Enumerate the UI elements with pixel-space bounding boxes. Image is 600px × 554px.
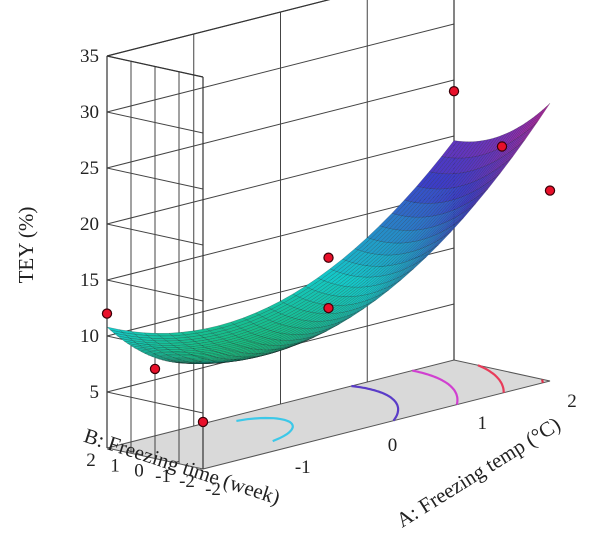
z-tick-label: 35 [80,46,99,67]
y-tick-label: -1 [155,466,171,487]
z-tick-label: 10 [80,326,99,347]
design-point [544,185,556,196]
z-tick-label: 20 [80,214,99,235]
x-tick-label: -2 [205,479,221,500]
y-tick-label: -2 [179,471,195,492]
surface-cell [488,133,507,154]
y-tick-label: 0 [134,461,144,482]
x-tick-label: 0 [388,435,398,456]
surface-cell [441,140,458,158]
design-point [197,416,209,428]
contour-line [236,416,294,443]
contour-line [541,379,544,383]
surface-cell [458,141,476,159]
x-tick-label: 1 [478,413,488,434]
y-tick-label: 2 [86,450,96,471]
top-back-edge [106,0,331,57]
z-tick-label: 15 [80,270,99,291]
surface-cell [533,103,551,125]
z-tick-label: 25 [80,158,99,179]
surface-cell [513,120,530,141]
design-point [323,252,334,263]
z-axis-title: TEY (%) [14,207,38,284]
design-point [323,302,334,314]
floor-contours [236,364,544,443]
x-tick-label: -1 [295,457,311,478]
contour-line [477,364,505,393]
top-left-edge [106,55,204,78]
design-point [101,308,113,319]
response-surface [106,103,551,364]
x-tick-label: 2 [567,391,577,412]
axis-lines [106,0,455,469]
contour-line [411,369,459,405]
z-tick-label: 5 [90,382,100,403]
surface-cell [523,112,540,134]
design-points [101,85,556,428]
design-point [496,141,508,152]
surface-cell [509,122,527,143]
design-point [448,85,460,97]
z-tick-label: 30 [80,102,99,123]
y-tick-label: 1 [110,455,120,476]
design-point [149,363,161,375]
surface-cell [516,117,534,139]
surface-cell [448,141,465,159]
contour-line [351,384,400,422]
